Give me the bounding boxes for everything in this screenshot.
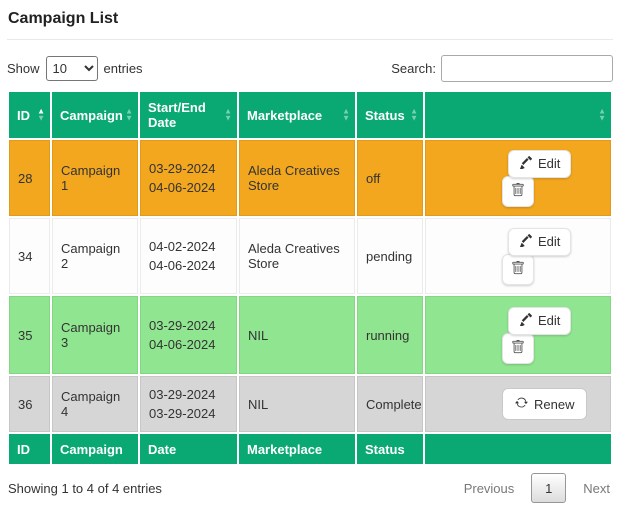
cell-campaign: Campaign 1: [52, 140, 138, 216]
sort-arrows-icon: ▲ ▼: [598, 106, 606, 122]
edit-button-label: Edit: [538, 156, 561, 171]
footer-status: Status: [357, 434, 423, 464]
header-id[interactable]: ID ▲ ▼: [9, 92, 50, 138]
cell-status: Complete: [357, 376, 423, 432]
end-date: 04-06-2024: [149, 258, 216, 273]
edit-button[interactable]: Edit: [508, 227, 572, 256]
search-control: Search:: [391, 55, 613, 82]
pencil-icon: [519, 155, 533, 172]
table-row: 36 Campaign 4 03-29-2024 03-29-2024 NIL …: [9, 376, 611, 432]
page-number-button[interactable]: 1: [531, 473, 567, 503]
sort-arrows-icon: ▲ ▼: [37, 106, 45, 122]
cell-marketplace: NIL: [239, 296, 355, 374]
cell-campaign: Campaign 2: [52, 218, 138, 294]
edit-button-label: Edit: [538, 313, 561, 328]
cell-id: 35: [9, 296, 50, 374]
footer-date: Date: [140, 434, 237, 464]
cell-actions: Edit: [425, 140, 611, 216]
trash-icon: [511, 182, 525, 200]
edit-button-label: Edit: [538, 234, 561, 249]
cell-marketplace: Aleda Creatives Store: [239, 140, 355, 216]
cell-dates: 03-29-2024 04-06-2024: [140, 140, 237, 216]
cell-marketplace: Aleda Creatives Store: [239, 218, 355, 294]
end-date: 04-06-2024: [149, 180, 216, 195]
renew-button[interactable]: Renew: [502, 388, 588, 420]
header-actions[interactable]: ▲ ▼: [425, 92, 611, 138]
cell-actions: Edit: [425, 296, 611, 374]
cell-status: running: [357, 296, 423, 374]
cell-status: pending: [357, 218, 423, 294]
table-row: 28 Campaign 1 03-29-2024 04-06-2024 Aled…: [9, 140, 611, 216]
entries-label: entries: [103, 61, 143, 76]
trash-icon: [511, 339, 525, 357]
footer-actions: [425, 434, 611, 464]
footer-marketplace: Marketplace: [239, 434, 355, 464]
sort-arrows-icon: ▲ ▼: [224, 106, 232, 122]
start-date: 03-29-2024: [149, 387, 216, 402]
delete-button[interactable]: [502, 253, 534, 285]
end-date: 04-06-2024: [149, 337, 216, 352]
start-date: 04-02-2024: [149, 239, 216, 254]
entries-select[interactable]: 10: [45, 56, 98, 81]
end-date: 03-29-2024: [149, 406, 216, 421]
delete-button[interactable]: [502, 175, 534, 207]
cell-status: off: [357, 140, 423, 216]
previous-page-button[interactable]: Previous: [463, 480, 515, 496]
search-label: Search:: [391, 61, 436, 76]
pencil-icon: [519, 312, 533, 329]
header-marketplace[interactable]: Marketplace ▲ ▼: [239, 92, 355, 138]
table-row: 34 Campaign 2 04-02-2024 04-06-2024 Aled…: [9, 218, 611, 294]
showing-entries-info: Showing 1 to 4 of 4 entries: [8, 480, 162, 496]
renew-button-label: Renew: [534, 396, 575, 412]
table-controls: Show 10 entries Search:: [7, 55, 613, 82]
delete-button[interactable]: [502, 332, 534, 364]
footer-id: ID: [9, 434, 50, 464]
header-status[interactable]: Status ▲ ▼: [357, 92, 423, 138]
table-row: 35 Campaign 3 03-29-2024 04-06-2024 NIL …: [9, 296, 611, 374]
next-page-button[interactable]: Next: [583, 480, 610, 496]
header-start-end-date[interactable]: Start/End Date ▲ ▼: [140, 92, 237, 138]
show-label: Show: [7, 61, 40, 76]
footer-campaign: Campaign: [52, 434, 138, 464]
cell-dates: 03-29-2024 04-06-2024: [140, 296, 237, 374]
title-divider: [7, 39, 613, 40]
sort-arrows-icon: ▲ ▼: [410, 106, 418, 122]
cell-id: 34: [9, 218, 50, 294]
entries-length-control: Show 10 entries: [7, 56, 143, 81]
cell-campaign: Campaign 3: [52, 296, 138, 374]
search-input[interactable]: [441, 55, 613, 82]
table-footer-header: ID Campaign Date Marketplace Status: [9, 434, 611, 464]
table-info-bar: Showing 1 to 4 of 4 entries Previous 1 N…: [7, 473, 613, 503]
cell-dates: 03-29-2024 03-29-2024: [140, 376, 237, 432]
pagination: Previous 1 Next: [462, 473, 612, 503]
campaign-table-body: 28 Campaign 1 03-29-2024 04-06-2024 Aled…: [9, 140, 611, 432]
start-date: 03-29-2024: [149, 161, 216, 176]
start-date: 03-29-2024: [149, 318, 216, 333]
refresh-icon: [515, 396, 528, 412]
edit-button[interactable]: Edit: [508, 306, 572, 335]
cell-marketplace: NIL: [239, 376, 355, 432]
pencil-icon: [519, 233, 533, 250]
cell-dates: 04-02-2024 04-06-2024: [140, 218, 237, 294]
sort-arrows-icon: ▲ ▼: [125, 106, 133, 122]
page-title: Campaign List: [8, 10, 119, 27]
header-campaign[interactable]: Campaign ▲ ▼: [52, 92, 138, 138]
cell-actions: Edit: [425, 218, 611, 294]
cell-campaign: Campaign 4: [52, 376, 138, 432]
trash-icon: [511, 260, 525, 278]
edit-button[interactable]: Edit: [508, 149, 572, 178]
campaign-table: ID ▲ ▼ Campaign ▲ ▼ Start/End Date ▲ ▼ Marketp…: [7, 90, 613, 466]
cell-id: 36: [9, 376, 50, 432]
cell-id: 28: [9, 140, 50, 216]
table-header: ID ▲ ▼ Campaign ▲ ▼ Start/End Date ▲ ▼ Marketp…: [9, 92, 611, 138]
cell-actions: Renew: [425, 376, 611, 432]
sort-arrows-icon: ▲ ▼: [342, 106, 350, 122]
